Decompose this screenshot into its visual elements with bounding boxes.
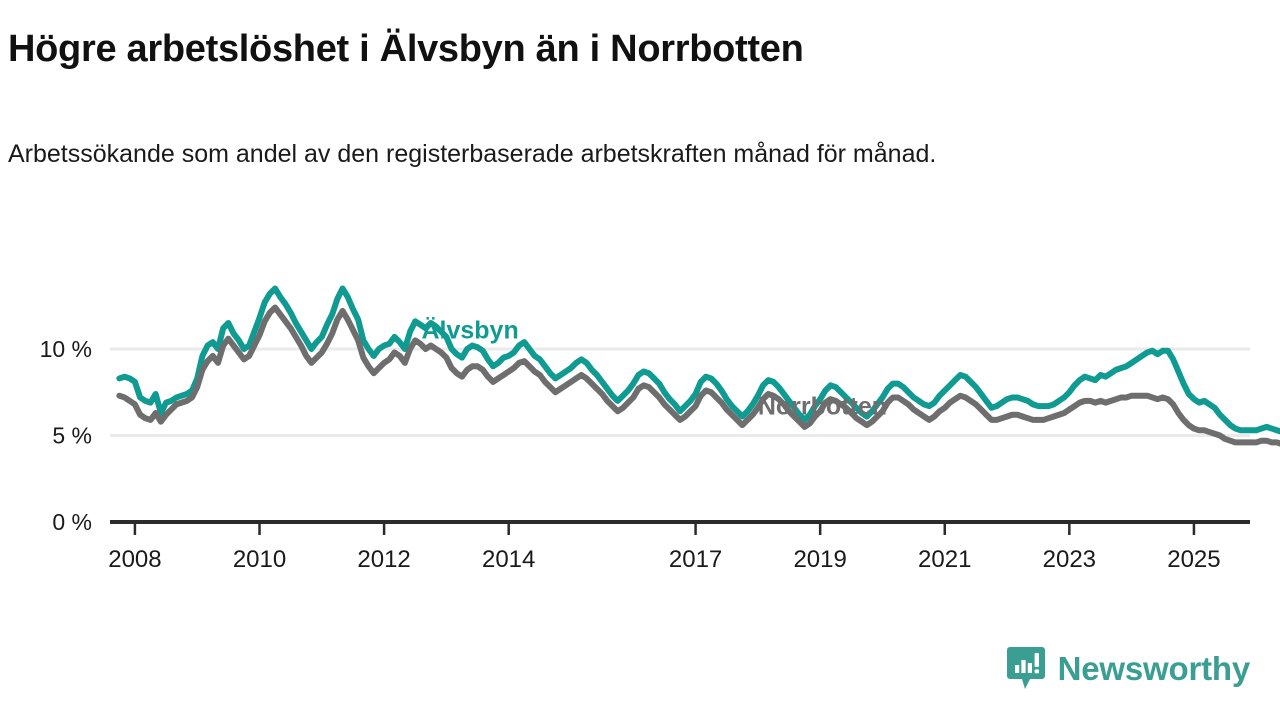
page-subtitle: Arbetssökande som andel av den registerb… bbox=[8, 140, 937, 168]
page-title: Högre arbetslöshet i Älvsbyn än i Norrbo… bbox=[8, 28, 804, 70]
logo-wordmark: Newsworthy bbox=[1057, 650, 1251, 687]
newsworthy-logo: Newsworthy bbox=[1006, 646, 1250, 692]
newsworthy-bubble-icon bbox=[1006, 647, 1045, 689]
y-tick-labels: 0 % 5 % 10 % bbox=[40, 336, 92, 535]
x-tick-label: 2012 bbox=[357, 546, 410, 573]
x-tick-label: 2017 bbox=[669, 546, 722, 573]
series-label-älvsbyn: Älvsbyn bbox=[421, 317, 518, 345]
series-lines bbox=[116, 285, 1280, 447]
x-tick-label: 2021 bbox=[918, 546, 971, 573]
y-tick-label: 5 % bbox=[52, 423, 92, 449]
x-axis bbox=[110, 520, 1250, 535]
series-line-älvsbyn bbox=[116, 285, 1280, 435]
line-chart: 2008 2010 2012 2014 2017 2019 2021 2023 2025 0 %… bbox=[40, 285, 1280, 573]
x-tick-label: 2008 bbox=[108, 546, 161, 573]
x-tick-label: 2019 bbox=[793, 546, 846, 573]
x-tick-labels: 2008 2010 2012 2014 2017 2019 2021 2023 2025 bbox=[108, 546, 1220, 573]
x-tick-label: 2025 bbox=[1167, 546, 1220, 573]
y-tick-label: 10 % bbox=[40, 336, 92, 362]
y-tick-label: 0 % bbox=[52, 509, 92, 535]
x-tick-label: 2023 bbox=[1043, 546, 1096, 573]
chart-container: 2008 2010 2012 2014 2017 2019 2021 2023 2025 0 %… bbox=[0, 230, 1280, 590]
x-tick-label: 2010 bbox=[233, 546, 286, 573]
series-annotations: 4,8 %Älvsbyn3,8 %Norrbotten bbox=[421, 317, 887, 421]
series-line-norrbotten bbox=[116, 304, 1280, 447]
series-label-norrbotten: Norrbotten bbox=[758, 393, 887, 421]
x-tick-label: 2014 bbox=[482, 546, 535, 573]
